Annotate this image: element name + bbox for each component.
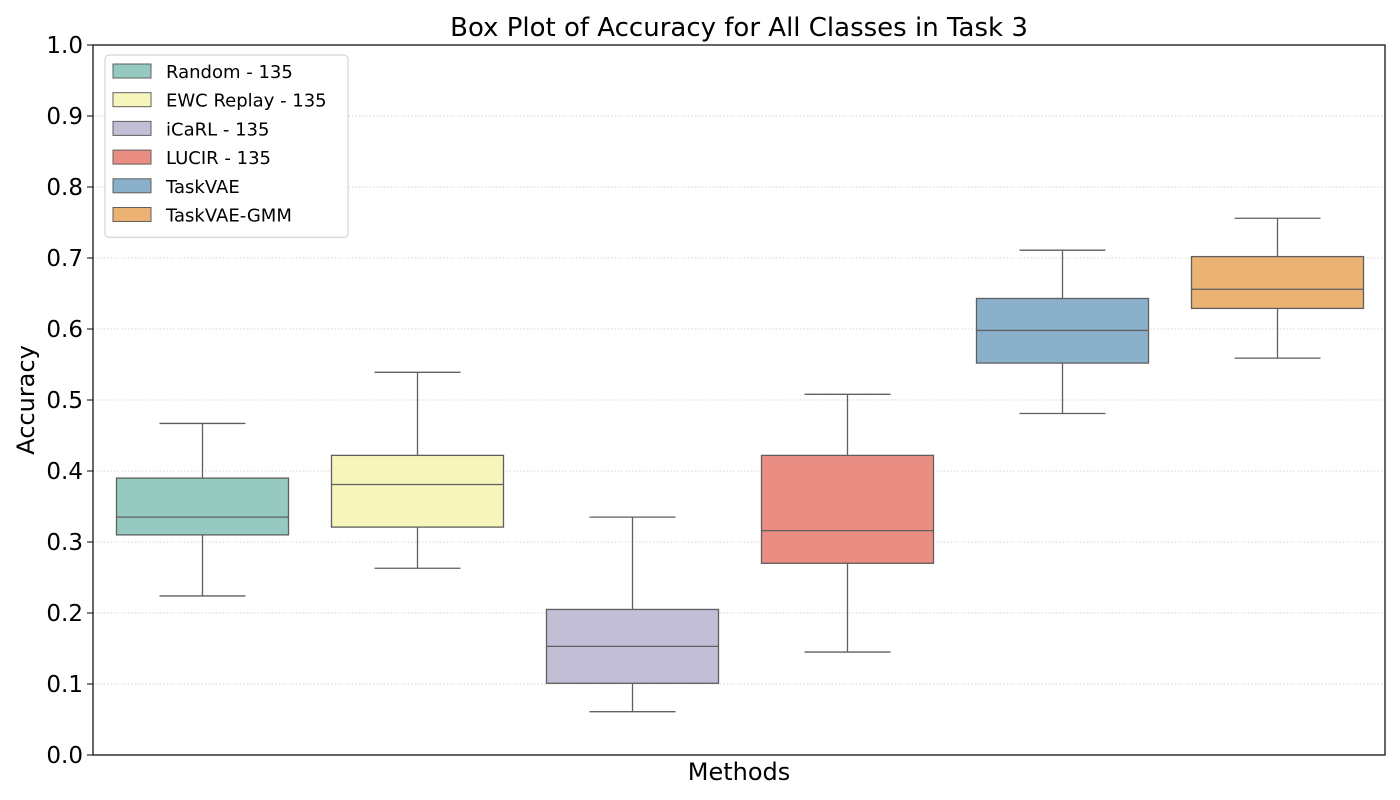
legend-label: EWC Replay - 135 <box>166 91 327 112</box>
legend-swatch <box>112 207 152 222</box>
y-tick-label: 0.9 <box>46 104 83 130</box>
legend-label: Random - 135 <box>166 62 293 83</box>
legend-swatch <box>112 178 152 194</box>
legend-label: LUCIR - 135 <box>166 148 271 169</box>
legend: Random - 135 EWC Replay - 135 iCaRL - 135 L… <box>104 54 349 238</box>
legend-swatch <box>112 120 152 136</box>
box-lucir-135 <box>760 393 935 653</box>
y-tick-label: 0.2 <box>46 601 83 627</box>
y-tick-label: 0.7 <box>46 246 83 272</box>
iqr-box <box>760 454 935 564</box>
iqr-box <box>330 454 505 528</box>
y-tick-label: 0.1 <box>46 672 83 698</box>
y-tick-label: 0.8 <box>46 175 83 201</box>
x-axis-label: Methods <box>688 758 791 786</box>
y-tick-label: 0.3 <box>46 530 83 556</box>
box-random-135 <box>115 422 290 597</box>
box-icarl-135 <box>545 516 720 713</box>
legend-frame <box>104 54 349 238</box>
legend-swatch <box>112 63 152 79</box>
y-tick-label: 0.0 <box>46 743 83 769</box>
y-tick-label: 0.6 <box>46 317 83 343</box>
chart-title: Box Plot of Accuracy for All Classes in … <box>450 13 1028 43</box>
legend-swatch <box>112 149 152 165</box>
y-axis-label: Accuracy <box>12 345 40 455</box>
iqr-box <box>115 477 290 536</box>
iqr-box <box>1190 255 1365 310</box>
box-taskvae-gmm <box>1190 217 1365 359</box>
y-tick-label: 0.4 <box>46 459 83 485</box>
box-ewc-replay-135 <box>330 371 505 569</box>
y-tick-label: 0.5 <box>46 388 83 414</box>
legend-label: TaskVAE-GMM <box>165 206 292 227</box>
box-series-group <box>115 217 1365 713</box>
legend-label: iCaRL - 135 <box>166 119 269 140</box>
legend-label: TaskVAE <box>165 177 240 198</box>
box-taskvae <box>975 249 1150 415</box>
y-axis-ticks: 0.0 0.1 0.2 0.3 0.4 0.5 0.6 0.7 0.8 0.9 1.0 <box>46 33 93 769</box>
y-tick-label: 1.0 <box>46 33 83 59</box>
legend-swatch <box>112 92 152 108</box>
